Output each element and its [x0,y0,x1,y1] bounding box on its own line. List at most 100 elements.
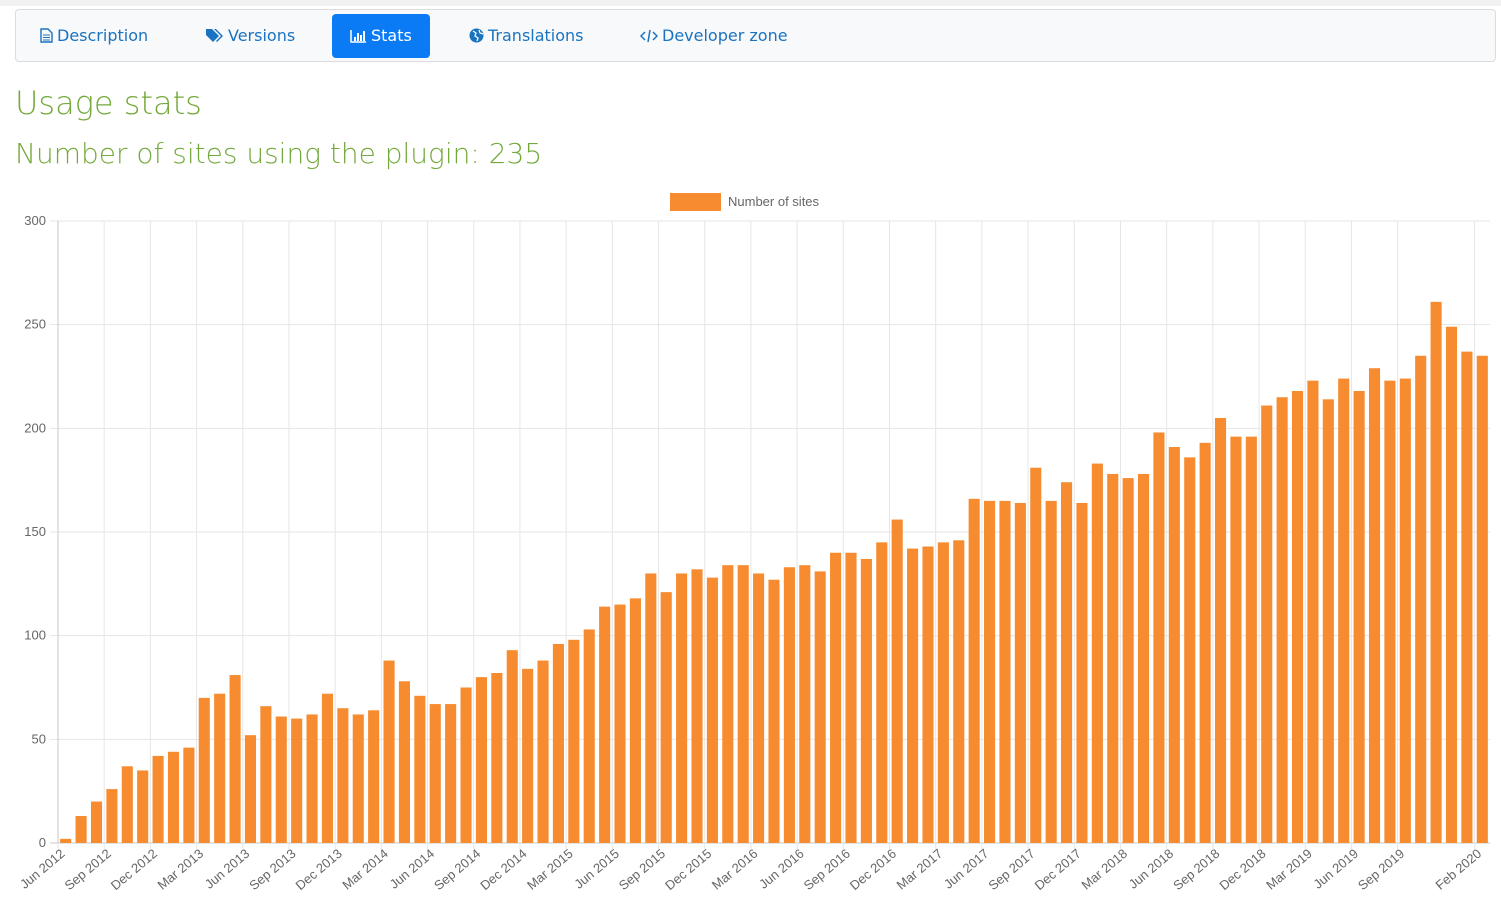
x-tick-label: Jun 2017 [941,846,992,892]
x-tick-label: Dec 2013 [293,846,345,893]
bar [429,704,441,843]
x-tick-label: Mar 2018 [1078,846,1130,893]
bar [1214,417,1227,843]
bar [891,519,903,843]
tab[interactable]: Description [22,14,166,58]
bar [537,660,549,843]
tab-label: Translations [488,26,584,45]
bar [799,565,811,843]
bar [1138,473,1150,843]
x-tick-label: Jun 2013 [202,846,253,892]
bar [614,604,626,843]
icon [40,28,53,43]
bar [90,801,103,843]
x-tick-label: Sep 2018 [1170,846,1222,893]
bar [953,540,965,843]
bar [368,710,380,843]
bar [260,706,272,843]
bar [645,573,657,843]
x-tick-label: Dec 2012 [108,846,160,893]
bar [1261,405,1273,843]
bar [922,546,934,843]
bar [106,789,118,843]
x-tick-label: Dec 2018 [1216,846,1268,893]
bar [691,569,703,843]
bar [198,697,210,843]
bar [937,542,949,843]
bar [306,714,318,843]
bar [676,573,688,843]
bar [1168,446,1180,843]
tab[interactable]: Versions [188,14,313,58]
bar [1122,478,1134,843]
tab[interactable]: Stats [332,14,430,58]
tab-label: Versions [228,26,296,45]
x-tick-label: Dec 2015 [662,846,714,893]
tab-bar: Description Versions Stats Translations … [15,9,1496,62]
bar [984,500,996,843]
bar [1076,502,1088,843]
x-tick-label: Dec 2017 [1032,846,1084,893]
bar [1430,301,1442,843]
bar [1368,368,1381,843]
x-tick-label: Jun 2014 [387,846,438,892]
bar [1322,399,1334,843]
chart: Number of sites 0 50 100 150 200 250 300 Jun 201… [17,193,1490,893]
bar [1061,482,1073,843]
x-tick-label: Jun 2012 [17,846,68,892]
x-tick-label: Jun 2015 [571,846,622,892]
bar [599,606,611,843]
x-tick-label: Mar 2015 [524,846,576,893]
bar [737,565,749,843]
x-tick-label: Mar 2019 [1263,846,1315,893]
bar [1445,326,1458,843]
icon [469,28,484,43]
bar [1091,463,1103,843]
x-tick-label: Sep 2019 [1355,846,1407,893]
bar [1353,391,1365,843]
y-tick-label: 300 [24,213,46,228]
bar [1030,467,1042,843]
x-tick-label: Dec 2016 [847,846,899,893]
bar [783,567,795,843]
tab-label: Description [57,26,149,45]
icon [639,29,659,43]
bar [183,747,195,843]
tab[interactable]: Developer zone [622,14,806,58]
x-tick-label: Jun 2016 [756,846,807,892]
bar [660,592,672,843]
bar [229,675,241,843]
bar [214,693,226,843]
x-tick-label: Jun 2019 [1310,846,1361,892]
legend-swatch [670,193,721,211]
bar [768,579,780,843]
subheading: Number of sites using the plugin: 235 [15,137,543,170]
tab[interactable]: Translations [451,14,602,58]
bar [1461,351,1473,843]
bar [753,573,765,843]
y-tick-label: 250 [24,317,46,332]
bar [244,735,257,843]
bar [121,766,133,843]
bar [152,755,164,843]
bar [1045,500,1057,843]
x-tick-label: Sep 2016 [801,846,853,893]
x-tick-label: Mar 2016 [709,846,761,893]
x-tick-label: Sep 2015 [616,846,668,893]
bar [1476,355,1488,843]
bar [137,770,149,843]
x-tick-label: Dec 2014 [477,846,529,893]
bar [60,838,72,843]
icon [350,30,366,43]
y-tick-label: 200 [24,420,46,435]
bar [1415,355,1427,843]
x-tick-label: Mar 2013 [154,846,206,893]
bar [1199,442,1211,843]
bar [1245,436,1257,843]
heading: Usage stats [15,84,202,122]
y-tick-label: 0 [39,835,46,850]
bar [629,598,641,843]
bar [275,716,287,843]
bar [583,629,595,843]
